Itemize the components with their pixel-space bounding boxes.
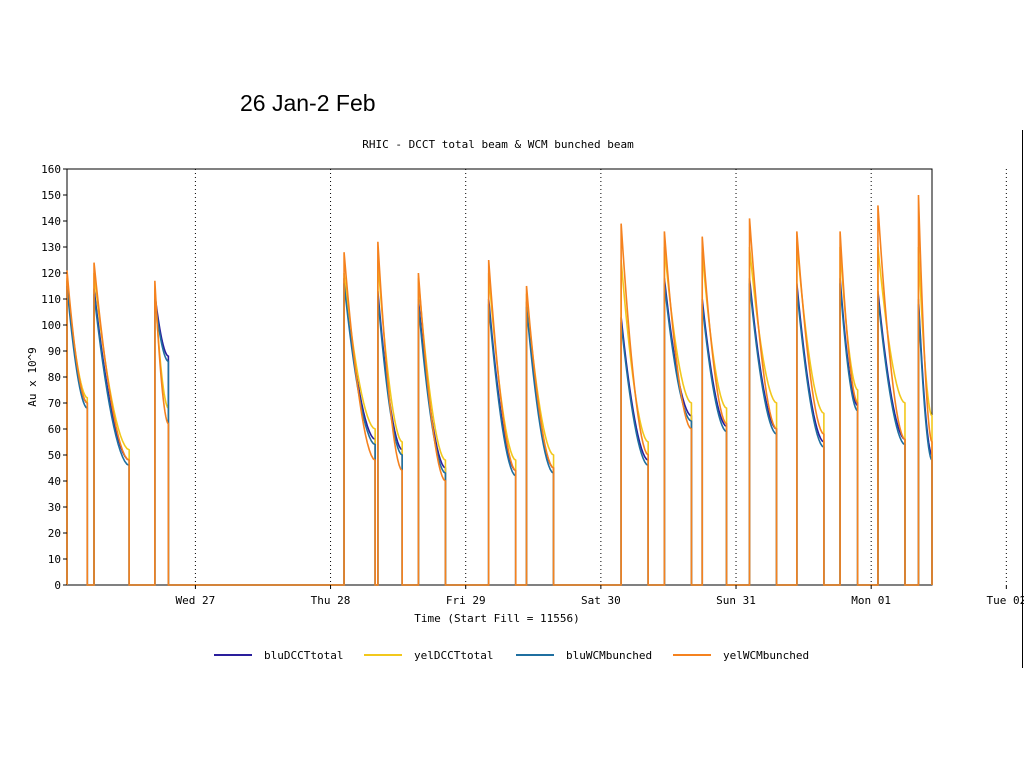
x-tick-label: Thu 28	[311, 594, 351, 607]
y-axis-label: Au x 10^9	[26, 347, 39, 407]
y-tick-label: 90	[48, 345, 61, 358]
x-tick-label: Mon 01	[851, 594, 891, 607]
plot-frame	[66, 168, 933, 586]
x-tick-label: Tue 02	[986, 594, 1024, 607]
y-axis: 0 10 20 30 40 50 60 70 80 90 100 110 120 130 140 150 160	[41, 163, 67, 592]
legend-label: bluDCCTtotal	[264, 649, 343, 662]
x-tick-label: Fri 29	[446, 594, 486, 607]
y-tick-label: 60	[48, 423, 61, 436]
x-tick-label: Sun 31	[716, 594, 756, 607]
y-tick-label: 130	[41, 241, 61, 254]
y-tick-label: 20	[48, 527, 61, 540]
y-tick-label: 0	[54, 579, 61, 592]
y-tick-label: 100	[41, 319, 61, 332]
y-tick-label: 10	[48, 553, 61, 566]
y-tick-label: 80	[48, 371, 61, 384]
y-tick-label: 140	[41, 215, 61, 228]
chart-title: RHIC - DCCT total beam & WCM bunched bea…	[362, 138, 634, 151]
x-axis-label: Time (Start Fill = 11556)	[414, 612, 580, 625]
legend: bluDCCTtotal yelDCCTtotal bluWCMbunched yel…	[214, 649, 809, 662]
y-tick-label: 120	[41, 267, 61, 280]
slide-title: 26 Jan-2 Feb	[240, 90, 376, 116]
grid-layer	[194, 169, 1007, 585]
x-axis: Wed 27 Thu 28 Fri 29 Sat 30 Sun 31 Mon 01 Tue …	[176, 585, 1024, 607]
slide-divider	[1022, 130, 1023, 668]
series-layer	[66, 194, 933, 586]
y-tick-label: 110	[41, 293, 61, 306]
y-tick-label: 150	[41, 189, 61, 202]
y-tick-label: 40	[48, 475, 61, 488]
legend-label: yelDCCTtotal	[414, 649, 493, 662]
legend-label: bluWCMbunched	[566, 649, 652, 662]
y-tick-label: 50	[48, 449, 61, 462]
y-tick-label: 160	[41, 163, 61, 176]
y-tick-label: 70	[48, 397, 61, 410]
x-tick-label: Sat 30	[581, 594, 621, 607]
y-tick-label: 30	[48, 501, 61, 514]
x-tick-label: Wed 27	[176, 594, 216, 607]
series-line-bluDCCTtotal	[66, 278, 933, 586]
legend-label: yelWCMbunched	[723, 649, 809, 662]
series-line-yelWCMbunched	[66, 194, 933, 586]
